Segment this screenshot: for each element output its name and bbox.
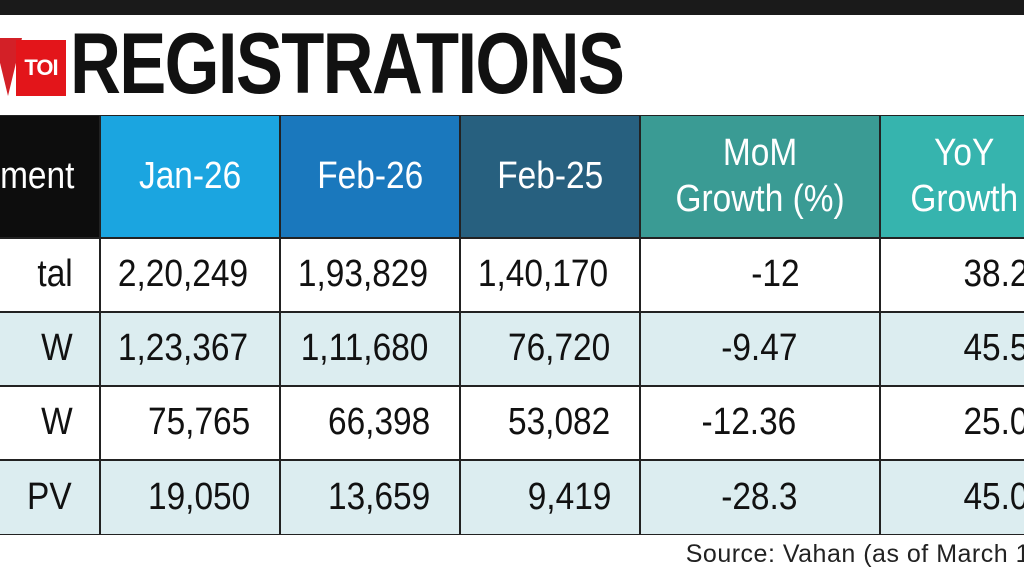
row-label: W — [0, 312, 100, 386]
cell-text: 25.0 — [963, 401, 1024, 444]
value-cell: 1,11,680 — [280, 312, 460, 386]
row-label: PV — [0, 460, 100, 535]
value-cell: 1,23,367 — [100, 312, 280, 386]
cell-text: Feb-25 — [497, 154, 603, 197]
value-cell: 19,050 — [100, 460, 280, 535]
value-cell: 1,93,829 — [280, 238, 460, 312]
cell-text: -12 — [751, 253, 800, 296]
cell-text: 2,20,249 — [117, 253, 249, 296]
value-cell: -12 — [640, 238, 880, 312]
cell-text: Feb-26 — [317, 154, 423, 197]
value-cell: 45.0 — [880, 460, 1024, 535]
cell-text: -12.36 — [701, 401, 797, 444]
cell-text: 9,419 — [527, 475, 612, 518]
value-cell: 9,419 — [460, 460, 640, 535]
value-cell: 45.5 — [880, 312, 1024, 386]
cell-text: 19,050 — [147, 475, 251, 518]
cell-text: 45.0 — [963, 475, 1024, 518]
cell-text: Jan-26 — [138, 154, 242, 197]
cell-text: MoM Growth (%) — [675, 131, 845, 220]
value-cell: 38.2 — [880, 238, 1024, 312]
cell-text: PV — [27, 475, 72, 518]
cell-text: 38.2 — [963, 253, 1024, 296]
cell-text: 75,765 — [147, 401, 251, 444]
value-cell: -28.3 — [640, 460, 880, 535]
cell-text: W — [41, 327, 73, 370]
cell-text: -28.3 — [721, 475, 798, 518]
value-cell: 1,40,170 — [460, 238, 640, 312]
row-label: tal — [0, 238, 100, 312]
cell-text: W — [41, 401, 73, 444]
cell-text: 1,11,680 — [300, 327, 429, 370]
logo: TOI — [16, 40, 66, 96]
cell-text: 76,720 — [507, 327, 611, 370]
top-bar — [0, 0, 1024, 15]
cell-text: tal — [37, 253, 73, 296]
source: Source: Vahan (as of March 1 — [685, 540, 1024, 568]
row-label: W — [0, 386, 100, 460]
cell-text: 66,398 — [327, 401, 431, 444]
value-cell: -9.47 — [640, 312, 880, 386]
header-cell: Jan-26 — [100, 115, 280, 238]
value-cell: 76,720 — [460, 312, 640, 386]
cell-text: 45.5 — [963, 327, 1024, 370]
cell-text: -9.47 — [721, 327, 798, 370]
value-cell: 25.0 — [880, 386, 1024, 460]
value-cell: 66,398 — [280, 386, 460, 460]
cell-text: 1,40,170 — [477, 253, 609, 296]
value-cell: 75,765 — [100, 386, 280, 460]
value-cell: -12.36 — [640, 386, 880, 460]
header-cell: ment — [0, 115, 100, 238]
cell-text: 13,659 — [327, 475, 431, 518]
value-cell: 2,20,249 — [100, 238, 280, 312]
cell-text: YoY Growth — [910, 131, 1019, 220]
header-cell: Feb-26 — [280, 115, 460, 238]
header-cell: YoY Growth — [880, 115, 1024, 238]
title: REGISTRATIONS — [70, 16, 625, 112]
cell-text: 1,93,829 — [297, 253, 429, 296]
cell-text: 53,082 — [507, 401, 611, 444]
cell-text: ment — [0, 154, 74, 197]
header-cell: Feb-25 — [460, 115, 640, 238]
cell-text: 1,23,367 — [117, 327, 249, 370]
header-cell: MoM Growth (%) — [640, 115, 880, 238]
value-cell: 13,659 — [280, 460, 460, 535]
value-cell: 53,082 — [460, 386, 640, 460]
